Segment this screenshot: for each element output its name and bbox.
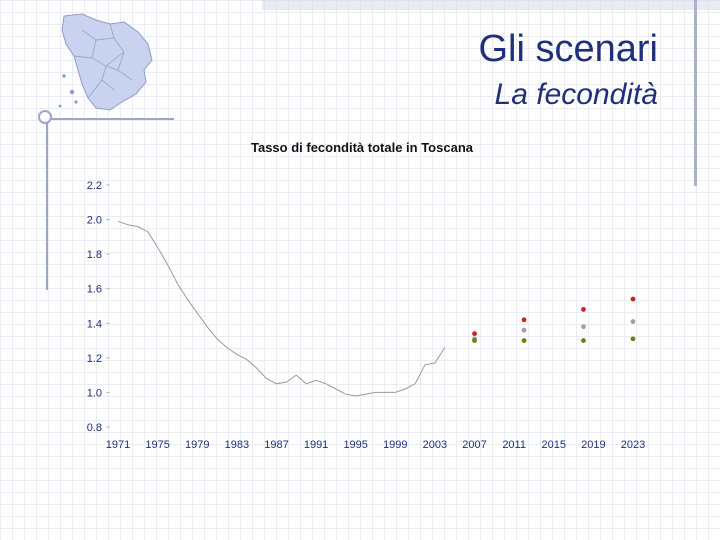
x-tick-label: 1991 <box>304 439 328 451</box>
x-tick-label: 2007 <box>462 439 486 451</box>
page-title: Gli scenari <box>478 28 659 70</box>
x-tick-label: 2015 <box>542 439 566 451</box>
y-tick-label: 1.6 <box>87 284 102 296</box>
y-tick-label: 1.0 <box>87 387 102 399</box>
series-line-0 <box>117 220 446 397</box>
series-1-point <box>521 317 527 323</box>
decoration-horizontal-line <box>40 118 174 120</box>
x-tick-label: 1979 <box>185 439 209 451</box>
series-2-point <box>521 327 527 333</box>
x-tick-label: 2019 <box>581 439 605 451</box>
series-1-point <box>581 307 586 312</box>
tuscany-map-icon <box>58 13 153 111</box>
x-tick-label: 1995 <box>343 439 367 451</box>
y-tick-label: 0.8 <box>87 422 102 434</box>
x-tick-label: 2003 <box>423 439 447 451</box>
series-3-point <box>472 338 477 343</box>
series-3-point <box>630 336 636 342</box>
x-tick-label: 1975 <box>145 439 169 451</box>
y-tick-label: 1.8 <box>87 249 102 261</box>
series-1-point <box>472 331 477 337</box>
y-tick-label: 2.2 <box>87 180 102 192</box>
x-tick-label: 2023 <box>621 439 645 451</box>
y-tick-label: 1.2 <box>87 353 102 365</box>
series-2-point <box>581 324 586 330</box>
x-tick-label: 1987 <box>264 439 288 451</box>
top-decoration-band <box>262 0 720 10</box>
page-subtitle: La fecondità <box>494 78 658 111</box>
chart-title: Tasso di fecondità totale in Toscana <box>251 140 474 155</box>
series-3-point <box>521 338 527 343</box>
right-decoration-line <box>694 0 697 186</box>
x-tick-label: 1983 <box>225 439 249 451</box>
decoration-vertical-line <box>46 118 48 290</box>
decoration-circle <box>38 110 52 124</box>
y-tick-label: 1.4 <box>87 318 102 330</box>
series-3-point <box>581 338 586 343</box>
series-2-point <box>630 319 636 324</box>
x-tick-label: 1999 <box>383 439 407 451</box>
x-tick-label: 1971 <box>106 439 130 451</box>
x-tick-label: 2011 <box>502 439 526 451</box>
series-1-point <box>630 296 636 302</box>
y-tick-label: 2.0 <box>87 215 102 227</box>
